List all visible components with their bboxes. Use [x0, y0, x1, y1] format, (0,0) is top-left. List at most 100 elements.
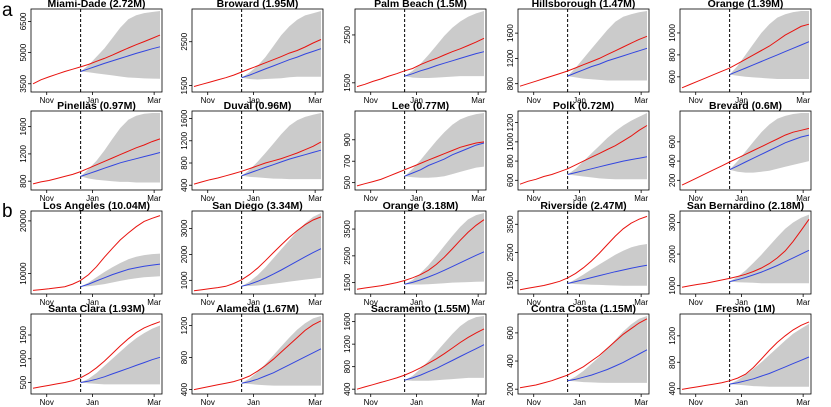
- plot-frame-miami-dade-2-72m-0: [30, 8, 163, 93]
- x-tick-label-contra-costa-1-15m-18: Mar: [634, 398, 648, 407]
- chart-title-orange-1-39m-4: Orange (1.39M): [708, 0, 784, 10]
- confidence-band-orange-3-18m-12: [404, 213, 484, 285]
- y-tick-label-lee-0-77m-7: 500: [343, 175, 352, 189]
- x-tick-label-broward-1-95m-1: Jan: [247, 96, 260, 105]
- y-tick-label-alameda-1-67m-16: 1200: [180, 316, 189, 334]
- chart-panel-alameda-1-67m-16: Alameda (1.67M) Nov Jan Mar 400 800 1200: [180, 303, 324, 407]
- chart-panel-palm-beach-1-5m-2: Palm Beach (1.5M) Nov Jan Mar 1500 2500: [343, 0, 487, 105]
- series-forecast-polk-0-72m-8: [567, 156, 648, 175]
- confidence-band-contra-costa-1-15m-18: [567, 316, 647, 383]
- x-tick-label-fresno-1m-19: Mar: [796, 398, 810, 407]
- x-tick-label-alameda-1-67m-16: Mar: [308, 398, 322, 407]
- series-forecast-san-diego-3-34m-11: [241, 248, 322, 287]
- series-observed-hillsborough-1-47m-3: [519, 35, 648, 87]
- plot-frame-duval-0-96m-6: [191, 110, 324, 191]
- confidence-band-miami-dade-2-72m-0: [80, 11, 160, 79]
- x-tick-label-pinellas-0-97m-5: Jan: [86, 194, 99, 203]
- y-tick-label-san-diego-3-34m-11: 2000: [180, 245, 189, 263]
- series-forecast-lee-0-77m-7: [404, 142, 485, 177]
- y-tick-label-san-diego-3-34m-11: 1000: [180, 271, 189, 289]
- y-tick-label-brevard-0-6m-9: 400: [668, 154, 677, 168]
- confidence-band-los-angeles-10-04m-10: [80, 253, 160, 287]
- x-tick-label-santa-clara-1-93m-15: Mar: [147, 398, 161, 407]
- x-tick-label-los-angeles-10-04m-10: Nov: [40, 298, 54, 307]
- series-observed-palm-beach-1-5m-2: [356, 37, 485, 88]
- chart-panel-broward-1-95m-1: Broward (1.95M) Nov Jan Mar 1500 2500: [180, 0, 324, 105]
- x-tick-label-los-angeles-10-04m-10: Mar: [147, 298, 161, 307]
- chart-title-brevard-0-6m-9: Brevard (0.6M): [709, 100, 782, 112]
- y-tick-label-miami-dade-2-72m-0: 6500: [19, 12, 28, 30]
- y-tick-label-duval-0-96m-6: 800: [180, 156, 189, 170]
- x-tick-label-orange-1-39m-4: Nov: [689, 96, 703, 105]
- x-tick-label-sacramento-1-55m-17: Nov: [364, 398, 378, 407]
- y-tick-label-san-bernardino-2-18m-14: 2000: [668, 245, 677, 263]
- series-observed-polk-0-72m-8: [519, 125, 648, 185]
- y-tick-label-miami-dade-2-72m-0: 3500: [19, 74, 28, 92]
- chart-panel-duval-0-96m-6: Duval (0.96M) Nov Jan Mar 400 800 1200 1600: [180, 100, 324, 203]
- plot-frame-orange-3-18m-12: [354, 210, 487, 295]
- y-tick-label-alameda-1-67m-16: 400: [180, 382, 189, 396]
- x-tick-label-miami-dade-2-72m-0: Jan: [86, 96, 99, 105]
- series-observed-sacramento-1-55m-17: [356, 328, 485, 390]
- y-tick-label-riverside-2-47m-13: 1500: [506, 271, 515, 289]
- y-tick-label-contra-costa-1-15m-18: 200: [506, 382, 515, 396]
- series-observed-fresno-1m-19: [681, 321, 810, 390]
- y-tick-label-orange-3-18m-12: 2500: [343, 246, 352, 264]
- x-tick-label-duval-0-96m-6: Jan: [247, 194, 260, 203]
- x-tick-label-san-diego-3-34m-11: Nov: [201, 298, 215, 307]
- plot-frame-contra-costa-1-15m-18: [517, 313, 650, 395]
- x-tick-label-brevard-0-6m-9: Jan: [735, 194, 748, 203]
- y-tick-label-contra-costa-1-15m-18: 400: [506, 354, 515, 368]
- chart-panel-san-bernardino-2-18m-14: San Bernardino (2.18M) Nov Jan Mar 1000 2000 3…: [668, 200, 812, 307]
- confidence-band-duval-0-96m-6: [241, 113, 321, 180]
- x-tick-label-hillsborough-1-47m-3: Mar: [634, 96, 648, 105]
- series-forecast-riverside-2-47m-13: [567, 264, 648, 284]
- y-tick-label-brevard-0-6m-9: 600: [668, 135, 677, 149]
- chart-panel-santa-clara-1-93m-15: Santa Clara (1.93M) Nov Jan Mar 500 1000 1500: [19, 303, 163, 407]
- y-tick-label-duval-0-96m-6: 1600: [180, 109, 189, 127]
- chart-title-broward-1-95m-1: Broward (1.95M): [217, 0, 299, 10]
- series-forecast-sacramento-1-55m-17: [404, 344, 485, 381]
- plot-frame-san-diego-3-34m-11: [191, 210, 324, 295]
- y-tick-label-san-bernardino-2-18m-14: 3000: [668, 213, 677, 231]
- x-tick-label-sacramento-1-55m-17: Jan: [410, 398, 423, 407]
- series-forecast-duval-0-96m-6: [241, 149, 322, 177]
- series-observed-riverside-2-47m-13: [519, 215, 648, 291]
- chart-title-lee-0-77m-7: Lee (0.77M): [392, 100, 449, 112]
- series-forecast-palm-beach-1-5m-2: [404, 51, 485, 77]
- x-tick-label-duval-0-96m-6: Nov: [201, 194, 215, 203]
- plot-frame-sacramento-1-55m-17: [354, 313, 487, 395]
- chart-title-santa-clara-1-93m-15: Santa Clara (1.93M): [48, 303, 145, 315]
- x-tick-label-pinellas-0-97m-5: Nov: [40, 194, 54, 203]
- y-tick-label-riverside-2-47m-13: 2500: [506, 243, 515, 261]
- y-tick-label-polk-0-72m-8: 800: [506, 154, 515, 168]
- chart-panel-orange-1-39m-4: Orange (1.39M) Nov Jan Mar 600 800 1000: [668, 0, 812, 105]
- confidence-band-san-bernardino-2-18m-14: [729, 214, 809, 284]
- y-tick-label-santa-clara-1-93m-15: 1000: [19, 349, 28, 367]
- x-tick-label-broward-1-95m-1: Mar: [308, 96, 322, 105]
- series-forecast-santa-clara-1-93m-15: [80, 356, 161, 383]
- x-tick-label-santa-clara-1-93m-15: Jan: [86, 398, 99, 407]
- y-tick-label-sacramento-1-55m-17: 800: [343, 359, 352, 373]
- x-tick-label-palm-beach-1-5m-2: Mar: [471, 96, 485, 105]
- y-tick-label-orange-3-18m-12: 1500: [343, 273, 352, 291]
- y-tick-label-san-diego-3-34m-11: 3000: [180, 219, 189, 237]
- chart-title-alameda-1-67m-16: Alameda (1.67M): [216, 303, 299, 315]
- chart-panel-hillsborough-1-47m-3: Hillsborough (1.47M) Nov Jan Mar 800 1200 1600: [506, 0, 650, 105]
- y-tick-label-pinellas-0-97m-5: 1200: [19, 144, 28, 162]
- chart-panel-contra-costa-1-15m-18: Contra Costa (1.15M) Nov Jan Mar 200 400 600: [506, 303, 650, 407]
- chart-panel-orange-3-18m-12: Orange (3.18M) Nov Jan Mar 1500 2500 3500: [343, 200, 487, 307]
- x-tick-label-orange-3-18m-12: Jan: [410, 298, 423, 307]
- chart-panel-miami-dade-2-72m-0: Miami-Dade (2.72M) Nov Jan Mar 3500 5000 6500: [19, 0, 163, 105]
- series-observed-lee-0-77m-7: [356, 141, 485, 187]
- y-tick-label-palm-beach-1-5m-2: 2500: [343, 25, 352, 43]
- series-observed-alameda-1-67m-16: [193, 320, 322, 391]
- x-tick-label-palm-beach-1-5m-2: Nov: [364, 96, 378, 105]
- y-tick-label-contra-costa-1-15m-18: 600: [506, 326, 515, 340]
- series-observed-pinellas-0-97m-5: [32, 138, 161, 185]
- x-tick-label-orange-1-39m-4: Mar: [796, 96, 810, 105]
- series-forecast-pinellas-0-97m-5: [80, 152, 161, 177]
- x-tick-label-lee-0-77m-7: Nov: [364, 194, 378, 203]
- x-tick-label-contra-costa-1-15m-18: Jan: [573, 398, 586, 407]
- y-tick-label-los-angeles-10-04m-10: 20000: [19, 209, 28, 232]
